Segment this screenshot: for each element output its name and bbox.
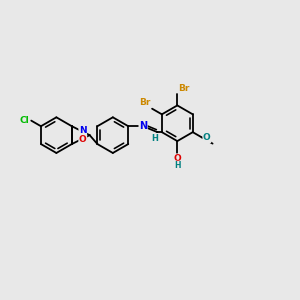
Text: O: O (173, 154, 181, 163)
Text: H: H (174, 161, 181, 170)
Text: N: N (79, 126, 87, 135)
Text: H: H (151, 134, 158, 143)
Text: Br: Br (140, 98, 151, 107)
Text: N: N (139, 121, 147, 131)
Text: Cl: Cl (20, 116, 30, 125)
Text: Br: Br (178, 84, 190, 93)
Text: O: O (79, 135, 87, 144)
Text: O: O (203, 134, 211, 142)
